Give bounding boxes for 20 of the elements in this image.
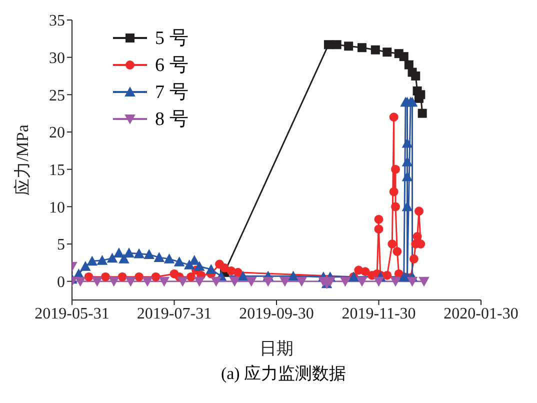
legend-label: 6 号	[155, 54, 188, 78]
y-tick-label: 0	[57, 274, 65, 292]
y-tick-label: 15	[49, 162, 65, 180]
y-tick-label: 30	[49, 50, 65, 68]
y-axis-title: 应力/MPa	[13, 124, 32, 196]
y-tick-label: 20	[49, 124, 65, 142]
y-tick-label: 25	[49, 87, 65, 104]
x-tick-label: 2020-01-30	[444, 305, 518, 322]
x-tick-label: 2019-07-31	[136, 305, 212, 322]
y-tick-label: 10	[49, 199, 65, 216]
x-tick-label: 2019-09-30	[239, 305, 314, 322]
y-tick-label: 5	[57, 236, 65, 254]
text: (a) 应力监测数据	[220, 363, 348, 385]
legend-label: 8 号	[155, 108, 188, 132]
legend-label: 7 号	[155, 80, 188, 104]
y-tick-label: 35	[49, 12, 65, 30]
x-axis-title: 日期	[260, 339, 294, 358]
x-tick-label: 2019-11-30	[342, 305, 416, 322]
x-tick-label: 2019-05-31	[34, 305, 110, 322]
legend-label: 5 号	[155, 26, 188, 50]
